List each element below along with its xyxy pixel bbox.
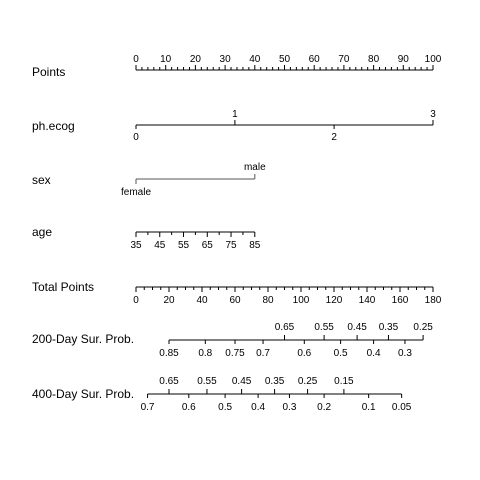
- total-points-tick-label: 140: [359, 295, 376, 306]
- points-tick-label: 40: [249, 54, 261, 65]
- surv-200-tick-label: 0.75: [225, 348, 245, 359]
- total-points-tick-label: 60: [229, 295, 241, 306]
- points-row-label: Points: [32, 65, 65, 79]
- ph-ecog-tick-label: 1: [232, 109, 238, 120]
- ph-ecog-tick-label: 0: [133, 132, 139, 143]
- surv-200-tick-label: 0.6: [297, 348, 311, 359]
- surv-200-row-label: 200-Day Sur. Prob.: [32, 332, 134, 346]
- surv-200-tick-label: 0.3: [398, 348, 412, 359]
- surv-200-tick-label: 0.8: [198, 348, 212, 359]
- points-tick-label: 10: [160, 54, 172, 65]
- surv-400-tick-label: 0.65: [159, 376, 179, 387]
- points-tick-label: 0: [133, 54, 139, 65]
- surv-400-tick-label: 0.3: [282, 402, 296, 413]
- surv-400-tick-label: 0.35: [265, 376, 285, 387]
- surv-200-tick-label: 0.55: [314, 322, 334, 333]
- surv-400-tick-label: 0.2: [317, 402, 331, 413]
- surv-400-tick-label: 0.7: [141, 402, 155, 413]
- ph-ecog-tick-label: 3: [430, 109, 436, 120]
- points-tick-label: 50: [279, 54, 291, 65]
- sex-tick-label: female: [121, 187, 151, 198]
- surv-400-tick-label: 0.45: [232, 376, 252, 387]
- points-tick-label: 30: [220, 54, 232, 65]
- sex-row-label: sex: [32, 173, 51, 187]
- points-tick-label: 90: [398, 54, 410, 65]
- total-points-tick-label: 100: [293, 295, 310, 306]
- points-tick-label: 100: [425, 54, 442, 65]
- surv-200-tick-label: 0.45: [347, 322, 367, 333]
- age-tick-label: 65: [202, 240, 214, 251]
- surv-200-tick-label: 0.4: [367, 348, 381, 359]
- ph-ecog-tick-label: 2: [331, 132, 337, 143]
- age-tick-label: 75: [225, 240, 237, 251]
- surv-400-tick-label: 0.25: [298, 376, 318, 387]
- age-tick-label: 55: [178, 240, 190, 251]
- points-tick-label: 80: [368, 54, 380, 65]
- age-row-label: age: [32, 225, 52, 239]
- sex-tick-label: male: [244, 162, 266, 173]
- total-points-row-label: Total Points: [32, 280, 94, 294]
- total-points-tick-label: 160: [392, 295, 409, 306]
- surv-200-tick-label: 0.5: [334, 348, 348, 359]
- surv-400-tick-label: 0.15: [334, 376, 354, 387]
- surv-400-row-label: 400-Day Sur. Prob.: [32, 387, 134, 401]
- points-tick-label: 70: [338, 54, 350, 65]
- points-tick-label: 20: [190, 54, 202, 65]
- surv-200-tick-label: 0.7: [256, 348, 270, 359]
- total-points-tick-label: 180: [425, 295, 442, 306]
- surv-400-tick-label: 0.5: [218, 402, 232, 413]
- total-points-tick-label: 80: [262, 295, 274, 306]
- total-points-tick-label: 40: [196, 295, 208, 306]
- surv-400-tick-label: 0.1: [362, 402, 376, 413]
- total-points-tick-label: 120: [326, 295, 343, 306]
- surv-400-tick-label: 0.55: [197, 376, 217, 387]
- surv-200-tick-label: 0.65: [275, 322, 295, 333]
- surv-400-tick-label: 0.6: [182, 402, 196, 413]
- surv-200-tick-label: 0.25: [413, 322, 433, 333]
- ph-ecog-row-label: ph.ecog: [32, 119, 75, 133]
- surv-200-tick-label: 0.85: [159, 348, 179, 359]
- age-tick-label: 85: [249, 240, 261, 251]
- points-tick-label: 60: [309, 54, 321, 65]
- total-points-tick-label: 0: [133, 295, 139, 306]
- surv-400-tick-label: 0.4: [251, 402, 265, 413]
- surv-200-tick-label: 0.35: [379, 322, 399, 333]
- age-tick-label: 35: [130, 240, 142, 251]
- surv-400-tick-label: 0.05: [392, 402, 412, 413]
- total-points-tick-label: 20: [163, 295, 175, 306]
- age-tick-label: 45: [154, 240, 166, 251]
